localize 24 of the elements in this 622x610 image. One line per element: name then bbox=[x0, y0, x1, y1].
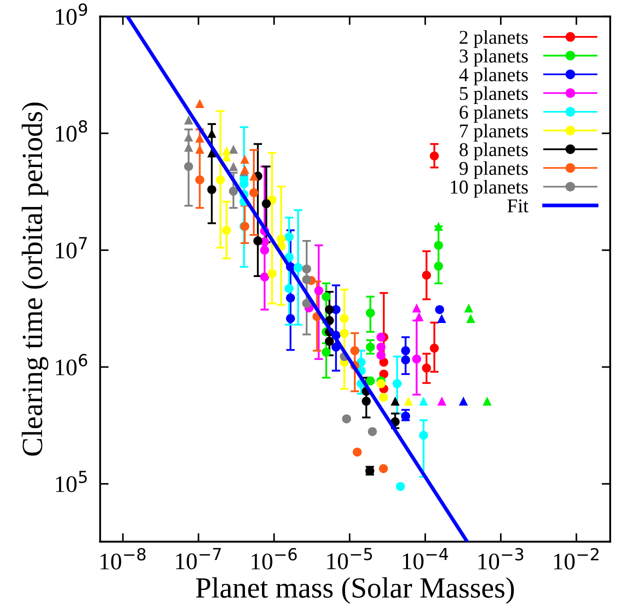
y-tick-label: 10$^{7}$ bbox=[56, 237, 87, 258]
y-tick-label: 10$^{5}$ bbox=[56, 470, 87, 492]
y-tick-label: 10$^{6}$ bbox=[56, 354, 88, 376]
y-tick-label: 10$^{8}$ bbox=[56, 120, 88, 142]
y-tick-label: 10$^{9}$ bbox=[56, 3, 88, 25]
x-tick-label: 10$^{−4}$ bbox=[402, 548, 448, 570]
x-tick-label: 10$^{−8}$ bbox=[100, 548, 146, 570]
x-tick-label: 10$^{−2}$ bbox=[554, 548, 598, 570]
legend-label: 10 planets bbox=[450, 180, 528, 198]
y-axis-title: Clearing time (orbital periods) bbox=[22, 102, 48, 456]
x-tick-label: 10$^{−6}$ bbox=[252, 548, 297, 570]
legend-label: 9 planets bbox=[459, 161, 528, 179]
legend-label: 8 planets bbox=[460, 142, 528, 160]
x-tick-label: 10$^{−5}$ bbox=[327, 548, 372, 570]
legend-label: 4 planets bbox=[459, 68, 528, 86]
x-axis-title: Planet mass (Solar Masses) bbox=[196, 577, 514, 604]
legend-label: Fit bbox=[507, 199, 528, 212]
legend-label: 5 planets bbox=[460, 86, 528, 104]
x-tick-label: 10$^{−7}$ bbox=[176, 548, 221, 570]
legend-label: 3 planets bbox=[460, 48, 528, 67]
legend-label: 7 planets bbox=[460, 124, 528, 142]
legend-label: 2 planets bbox=[460, 30, 528, 48]
x-tick-label: 10$^{−3}$ bbox=[478, 548, 524, 570]
legend-label: 6 planets bbox=[460, 105, 528, 123]
